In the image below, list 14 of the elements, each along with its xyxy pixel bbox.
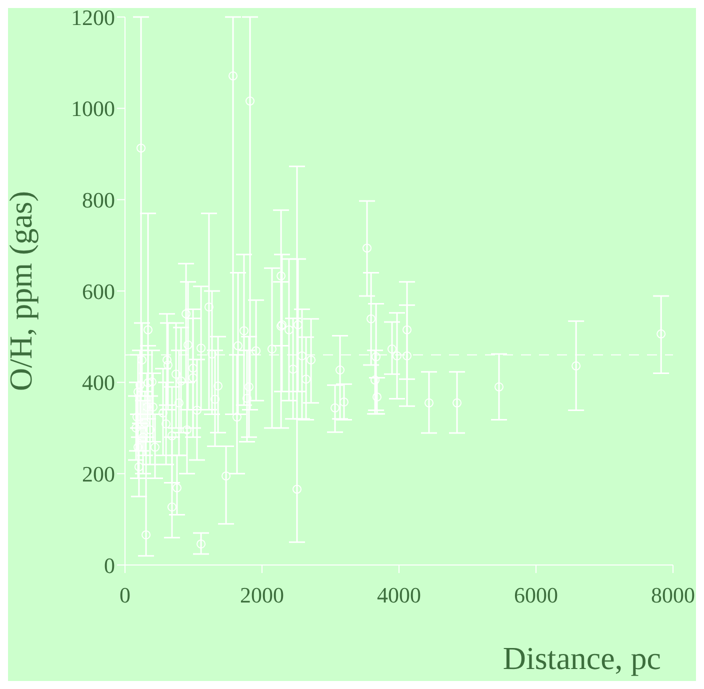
x-tick-label: 2000 xyxy=(240,582,284,608)
x-tick-label: 6000 xyxy=(514,582,558,608)
x-tick-label: 0 xyxy=(120,582,130,608)
y-tick-label: 1000 xyxy=(71,96,115,122)
y-tick-label: 400 xyxy=(82,370,115,396)
y-tick-label: 200 xyxy=(82,461,115,486)
y-tick-label: 1200 xyxy=(71,4,115,30)
x-tick-label: 4000 xyxy=(377,582,421,608)
y-axis-title: O/H, ppm (gas) xyxy=(2,191,38,391)
x-axis-title: Distance, pc xyxy=(502,640,661,676)
y-tick-label: 0 xyxy=(104,552,115,578)
y-tick-label: 600 xyxy=(82,278,115,304)
y-tick-label: 800 xyxy=(82,187,115,212)
x-tick-label: 8000 xyxy=(651,582,695,608)
